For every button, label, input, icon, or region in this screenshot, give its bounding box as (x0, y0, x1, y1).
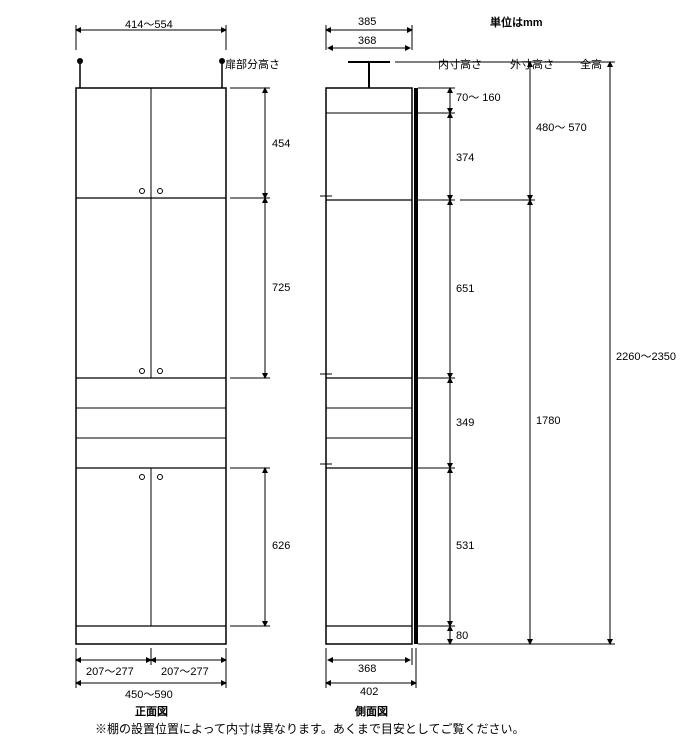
front-top-width: 414～554 (125, 16, 173, 32)
side-oh-top: 480～ 570 (536, 122, 587, 134)
footnote: ※棚の設置位置によって内寸は異なります。あくまで目安としてご覧ください。 (95, 720, 524, 737)
diagram-svg (0, 0, 700, 737)
front-door-upper: 454 (272, 138, 290, 150)
hdr-total: 全高 (580, 56, 602, 72)
side-ih-2: 651 (456, 283, 474, 295)
front-full-w: 450～590 (125, 686, 173, 702)
side-ih-4: 531 (456, 540, 474, 552)
side-title: 側面図 (355, 703, 388, 719)
side-oh-main: 1780 (536, 415, 560, 427)
front-half-l: 207～277 (86, 663, 134, 679)
hdr-inner: 内寸高さ (438, 56, 482, 72)
side-bot-inner: 368 (358, 663, 376, 675)
side-total: 2260～2350 (616, 348, 676, 364)
front-door-mid: 725 (272, 282, 290, 294)
side-inner-w: 368 (358, 35, 376, 47)
front-title: 正面図 (135, 703, 168, 719)
side-ih-5: 80 (456, 630, 468, 642)
unit-label: 単位はmm (490, 14, 543, 30)
side-ih-3: 349 (456, 417, 474, 429)
side-bot-outer: 402 (360, 686, 378, 698)
hdr-door: 扉部分高さ (225, 56, 280, 72)
front-door-lower: 626 (272, 540, 290, 552)
side-top-w: 385 (358, 16, 376, 28)
side-ih-1: 374 (456, 152, 474, 164)
diagram-container: 単位はmm 扉部分高さ 内寸高さ 外寸高さ 全高 414～554 454 725… (0, 0, 700, 737)
front-half-r: 207～277 (161, 663, 209, 679)
side-ih-top: 70～ 160 (456, 92, 501, 104)
hdr-outer: 外寸高さ (510, 56, 554, 72)
